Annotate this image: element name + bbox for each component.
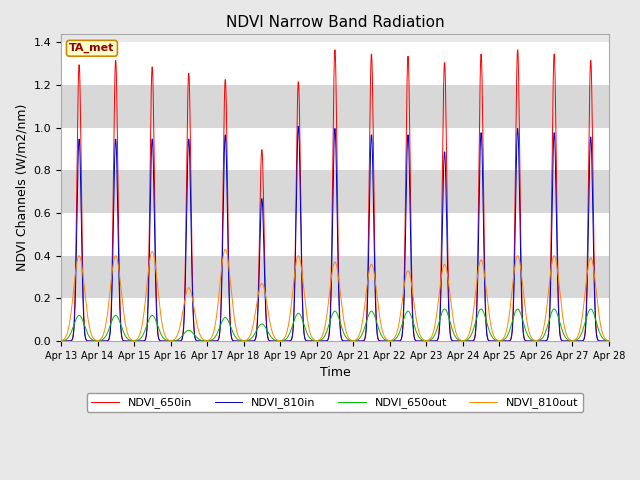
X-axis label: Time: Time <box>319 366 350 379</box>
NDVI_810out <box>420 337 428 343</box>
NDVI_650out <box>440 306 448 312</box>
Bar <box>61 85 609 128</box>
NDVI_650out <box>166 338 173 344</box>
NDVI_650in <box>420 338 428 344</box>
NDVI_650out <box>541 332 548 337</box>
NDVI_650in <box>166 338 173 344</box>
NDVI_810out <box>166 337 173 343</box>
NDVI_810out <box>57 338 65 344</box>
NDVI_810out <box>605 338 612 344</box>
Bar <box>61 256 609 299</box>
NDVI_650out <box>605 338 612 344</box>
NDVI_650in <box>57 338 65 344</box>
Y-axis label: NDVI Channels (W/m2/nm): NDVI Channels (W/m2/nm) <box>15 104 28 271</box>
NDVI_810in <box>241 338 248 344</box>
Bar <box>61 42 609 85</box>
NDVI_650out <box>420 338 428 344</box>
Line: NDVI_650out: NDVI_650out <box>61 309 609 341</box>
NDVI_650in <box>241 338 248 344</box>
NDVI_810in <box>57 338 65 344</box>
NDVI_810in <box>240 338 248 344</box>
NDVI_650out <box>179 332 187 337</box>
NDVI_810out <box>541 321 548 327</box>
Text: TA_met: TA_met <box>69 43 115 53</box>
Line: NDVI_650in: NDVI_650in <box>61 50 609 341</box>
Line: NDVI_810out: NDVI_810out <box>61 250 609 341</box>
NDVI_810in <box>166 338 173 344</box>
NDVI_650in <box>331 47 339 53</box>
NDVI_650in <box>541 338 548 344</box>
NDVI_650in <box>240 338 248 344</box>
NDVI_810in <box>492 338 500 344</box>
Title: NDVI Narrow Band Radiation: NDVI Narrow Band Radiation <box>226 15 444 30</box>
Line: NDVI_810in: NDVI_810in <box>61 126 609 341</box>
NDVI_810in <box>179 333 187 339</box>
NDVI_810in <box>294 123 302 129</box>
NDVI_650out <box>241 338 248 344</box>
Bar <box>61 213 609 256</box>
NDVI_810out <box>492 336 500 342</box>
NDVI_650out <box>492 337 500 343</box>
NDVI_650in <box>179 332 187 337</box>
Bar <box>61 128 609 170</box>
NDVI_810out <box>241 338 249 344</box>
NDVI_810in <box>605 338 612 344</box>
Bar <box>61 170 609 213</box>
NDVI_650in <box>492 338 500 344</box>
Bar <box>61 299 609 341</box>
NDVI_650in <box>605 338 612 344</box>
NDVI_810out <box>167 338 175 344</box>
NDVI_650out <box>57 338 65 344</box>
Legend: NDVI_650in, NDVI_810in, NDVI_650out, NDVI_810out: NDVI_650in, NDVI_810in, NDVI_650out, NDV… <box>87 393 583 412</box>
NDVI_810in <box>420 338 428 344</box>
NDVI_810in <box>541 338 548 344</box>
NDVI_810out <box>221 247 229 252</box>
NDVI_650out <box>167 338 175 344</box>
NDVI_810out <box>179 306 187 312</box>
